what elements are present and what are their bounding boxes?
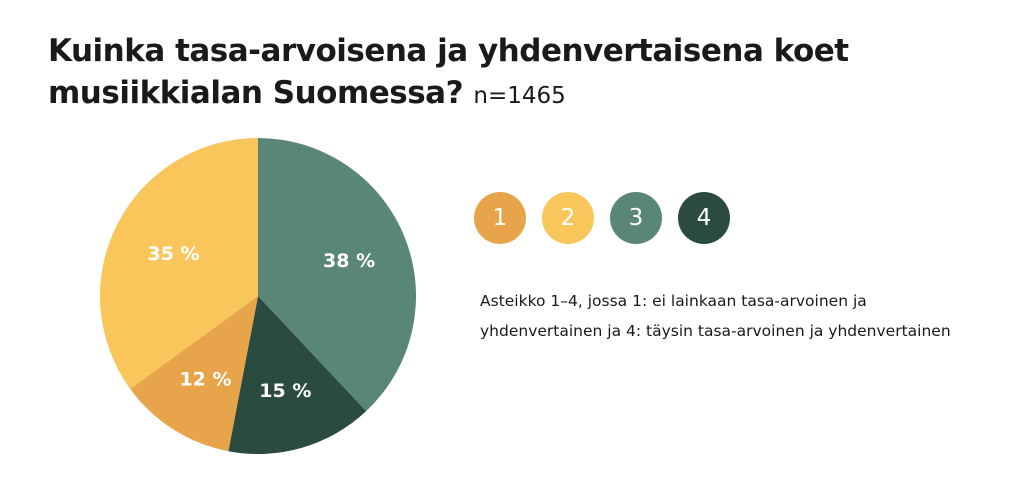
slice-label-3: 38 % bbox=[323, 250, 375, 272]
legend-label-4: 4 bbox=[696, 205, 712, 231]
legend-label-3: 3 bbox=[628, 205, 644, 231]
scale-note: Asteikko 1–4, jossa 1: ei lainkaan tasa-… bbox=[480, 292, 951, 340]
pie-slice-1 bbox=[130, 296, 258, 452]
chart-title-text: Kuinka tasa-arvoisena ja yhdenvertaisena… bbox=[48, 33, 849, 111]
legend-item-3: 3 bbox=[610, 192, 662, 244]
sample-size: n=1465 bbox=[473, 83, 566, 109]
chart-title: Kuinka tasa-arvoisena ja yhdenvertaisena… bbox=[48, 30, 948, 117]
legend-label-2: 2 bbox=[560, 205, 576, 231]
pie-slice-4 bbox=[228, 296, 367, 455]
legend-item-1: 1 bbox=[474, 192, 526, 244]
legend-item-2: 2 bbox=[542, 192, 594, 244]
legend-item-4: 4 bbox=[678, 192, 730, 244]
slice-label-1: 12 % bbox=[179, 369, 231, 391]
legend-label-1: 1 bbox=[492, 205, 508, 231]
slice-label-4: 15 % bbox=[259, 380, 311, 402]
slice-label-2: 35 % bbox=[147, 243, 199, 265]
legend: 1 2 3 4 bbox=[474, 192, 730, 244]
pie-slice-2 bbox=[100, 138, 258, 389]
pie-slice-3 bbox=[258, 138, 416, 412]
pie-chart: 38 % 15 % 12 % 35 % bbox=[100, 138, 416, 455]
